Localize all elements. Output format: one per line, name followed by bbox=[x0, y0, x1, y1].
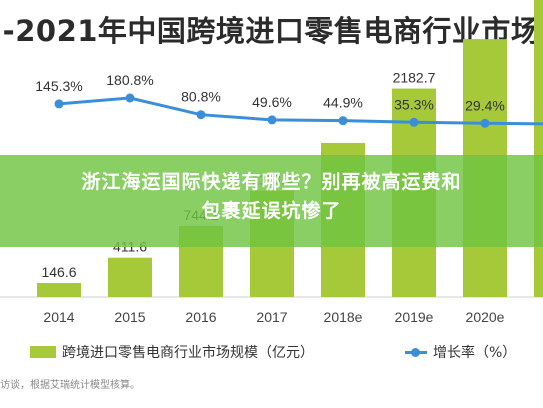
bar-swatch-icon bbox=[30, 346, 56, 358]
chart-legend: 跨境进口零售电商行业市场规模（亿元） 增长率（%） bbox=[0, 336, 543, 366]
x-tick-label-2015: 2015 bbox=[114, 309, 145, 325]
headline-text[interactable]: 浙江海运国际快递有哪些？别再被高运费和 包裹延误坑惨了 bbox=[0, 168, 543, 226]
growth-label-2016: 80.8% bbox=[181, 89, 221, 105]
source-note: 访谈，根据艾瑞统计模型核算。 bbox=[0, 380, 140, 391]
x-tick-label-2019e: 2019e bbox=[395, 309, 434, 325]
chart-title: 3-2021年中国跨境进口零售电商行业市场 bbox=[0, 14, 541, 48]
x-tick-label-2018e: 2018e bbox=[324, 309, 363, 325]
x-tick-label-2020e: 2020e bbox=[466, 309, 505, 325]
x-tick-label-2017: 2017 bbox=[256, 309, 287, 325]
growth-point-2016 bbox=[196, 110, 206, 120]
growth-point-2015 bbox=[125, 93, 135, 103]
growth-point-2019e bbox=[409, 117, 419, 127]
legend-label-market-size: 跨境进口零售电商行业市场规模（亿元） bbox=[62, 345, 314, 361]
headline-line-1: 浙江海运国际快递有哪些？别再被高运费和 bbox=[81, 171, 462, 193]
legend-label-growth-rate: 增长率（%） bbox=[433, 345, 517, 361]
growth-label-2017: 49.6% bbox=[252, 94, 292, 110]
growth-label-2014: 145.3% bbox=[35, 78, 82, 94]
legend-item-growth-rate: 增长率（%） bbox=[405, 342, 516, 362]
growth-point-2018e bbox=[338, 116, 348, 126]
bar-2014 bbox=[37, 282, 81, 297]
bar-value-label-2019e: 2182.7 bbox=[393, 70, 436, 86]
growth-point-2020e bbox=[480, 118, 490, 128]
bar-2015 bbox=[108, 257, 152, 297]
headline-banner[interactable] bbox=[0, 155, 543, 247]
growth-point-2017 bbox=[267, 115, 277, 125]
x-tick-label-2014: 2014 bbox=[43, 309, 74, 325]
growth-label-2015: 180.8% bbox=[106, 72, 153, 88]
growth-label-2019e: 35.3% bbox=[394, 96, 434, 112]
headline-line-2: 包裹延误坑惨了 bbox=[201, 200, 342, 222]
growth-label-2020e: 29.4% bbox=[465, 97, 505, 113]
growth-rate-line bbox=[58, 96, 543, 126]
line-swatch-icon bbox=[405, 345, 427, 359]
x-tick-label-2016: 2016 bbox=[185, 309, 216, 325]
bar-e bbox=[534, 0, 543, 297]
legend-item-market-size: 跨境进口零售电商行业市场规模（亿元） bbox=[30, 342, 314, 362]
bar-value-label-2014: 146.6 bbox=[41, 264, 76, 280]
growth-point-2014 bbox=[54, 99, 64, 109]
growth-label-2018e: 44.9% bbox=[323, 95, 363, 111]
